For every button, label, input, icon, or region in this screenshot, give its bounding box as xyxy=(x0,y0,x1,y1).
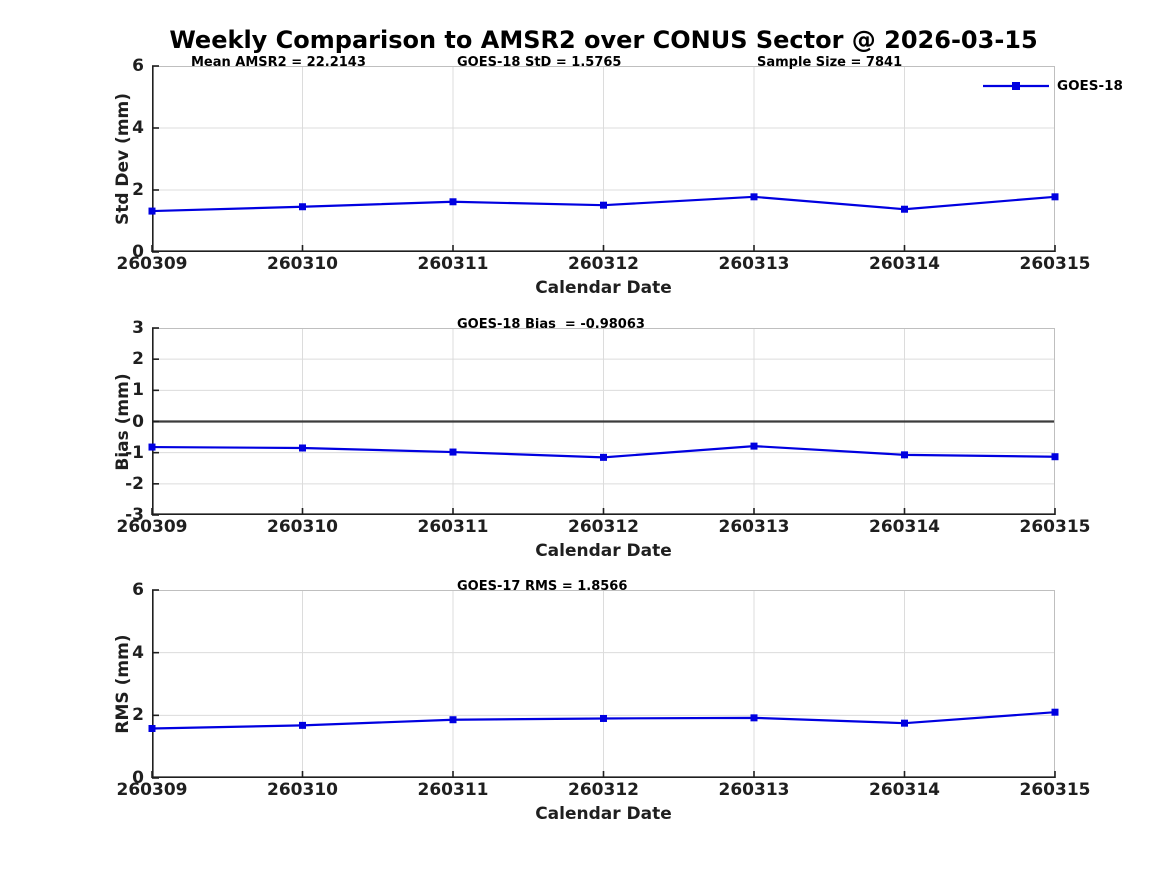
data-point-marker xyxy=(449,448,457,456)
y-tick-label: 6 xyxy=(132,580,144,600)
y-tick-label: 2 xyxy=(132,705,144,726)
x-tick-label: 260310 xyxy=(267,780,338,800)
figure-title: Weekly Comparison to AMSR2 over CONUS Se… xyxy=(169,26,1038,54)
y-tick-label: 2 xyxy=(132,180,144,200)
y-tick-label: 2 xyxy=(132,349,144,370)
x-tick-label: 260315 xyxy=(1019,780,1091,800)
y-axis-label: RMS (mm) xyxy=(113,634,133,734)
plot-svg-rms xyxy=(148,589,1059,779)
y-tick-label: 6 xyxy=(132,56,144,76)
plot-svg-std-dev xyxy=(148,65,1059,253)
x-tick-label: 260311 xyxy=(417,254,489,274)
annotation: Sample Size = 7841 xyxy=(757,55,903,70)
x-tick-label: 260315 xyxy=(1019,517,1091,537)
y-tick-label: 0 xyxy=(132,242,144,262)
legend-line-icon xyxy=(983,82,1049,90)
x-tick-label: 260315 xyxy=(1019,254,1091,274)
data-point-marker xyxy=(1051,453,1059,461)
x-tick-label: 260312 xyxy=(568,254,639,274)
data-point-marker xyxy=(901,451,908,459)
data-point-marker xyxy=(750,193,758,201)
x-tick-label: 260311 xyxy=(417,780,489,800)
y-tick-label: 3 xyxy=(132,318,144,338)
x-tick-label: 260314 xyxy=(869,780,940,800)
data-point-marker xyxy=(148,724,156,732)
x-axis-label: Calendar Date xyxy=(535,278,672,298)
y-axis-label: Std Dev (mm) xyxy=(113,92,133,226)
y-tick-label: -2 xyxy=(125,473,144,494)
x-tick-label: 260312 xyxy=(568,780,639,800)
y-tick-label: -1 xyxy=(125,442,144,463)
data-point-marker xyxy=(299,203,306,211)
data-point-marker xyxy=(1051,708,1059,716)
y-tick-label: 0 xyxy=(132,411,144,432)
data-point-marker xyxy=(299,721,306,729)
annotation: GOES-18 StD = 1.5765 xyxy=(457,55,622,70)
data-point-marker xyxy=(299,444,306,452)
data-point-marker xyxy=(750,714,758,722)
y-tick-label: -3 xyxy=(125,505,144,525)
legend: GOES-18 xyxy=(982,77,1123,95)
x-axis-label: Calendar Date xyxy=(535,541,672,561)
data-point-marker xyxy=(449,716,457,724)
data-point-marker xyxy=(901,205,908,213)
y-tick-label: 0 xyxy=(132,768,144,788)
annotation: GOES-17 RMS = 1.8566 xyxy=(457,579,628,594)
x-tick-label: 260313 xyxy=(718,517,790,537)
data-point-marker xyxy=(148,443,156,451)
plot-svg-bias xyxy=(148,327,1059,516)
x-tick-label: 260310 xyxy=(267,517,338,537)
data-point-marker xyxy=(148,207,156,215)
y-tick-label: 4 xyxy=(132,118,144,138)
data-point-marker xyxy=(600,201,607,209)
data-point-marker xyxy=(750,442,758,450)
legend-label: GOES-18 xyxy=(1057,78,1123,94)
y-axis-label: Bias (mm) xyxy=(113,372,133,471)
y-tick-label: 4 xyxy=(132,642,144,663)
data-point-marker xyxy=(1051,193,1059,201)
data-point-marker xyxy=(901,719,908,727)
x-tick-label: 260313 xyxy=(718,254,790,274)
x-tick-label: 260310 xyxy=(267,254,338,274)
x-tick-label: 260314 xyxy=(869,254,940,274)
x-tick-label: 260309 xyxy=(116,517,188,537)
data-point-marker xyxy=(449,198,457,206)
data-point-marker xyxy=(600,453,607,461)
x-tick-label: 260312 xyxy=(568,517,639,537)
annotation: GOES-18 Bias = -0.98063 xyxy=(457,317,645,332)
y-tick-label: 1 xyxy=(132,380,144,401)
annotation: Mean AMSR2 = 22.2143 xyxy=(191,55,366,70)
data-point-marker xyxy=(600,714,607,722)
x-tick-label: 260314 xyxy=(869,517,940,537)
x-axis-label: Calendar Date xyxy=(535,804,672,824)
x-tick-label: 260309 xyxy=(116,780,188,800)
x-tick-label: 260311 xyxy=(417,517,489,537)
x-tick-label: 260309 xyxy=(116,254,188,274)
x-tick-label: 260313 xyxy=(718,780,790,800)
